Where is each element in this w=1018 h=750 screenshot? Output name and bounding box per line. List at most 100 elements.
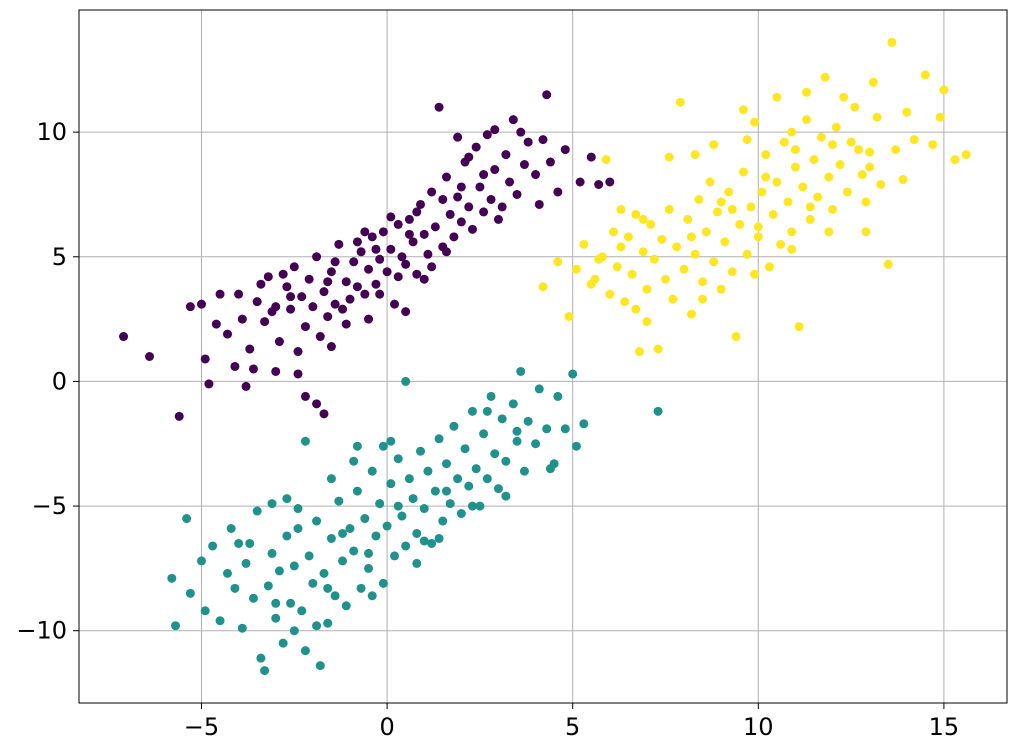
scatter-point (308, 578, 318, 588)
scatter-point (367, 466, 377, 476)
scatter-point (738, 105, 748, 115)
scatter-point (735, 219, 745, 229)
scatter-point (182, 514, 192, 524)
scatter-point (746, 202, 756, 212)
scatter-point (902, 107, 912, 117)
scatter-point (824, 172, 834, 182)
scatter-point (679, 264, 689, 274)
scatter-point (776, 239, 786, 249)
scatter-point (512, 189, 522, 199)
scatter-point (323, 312, 333, 322)
scatter-point (534, 199, 544, 209)
scatter-point (635, 347, 645, 357)
scatter-point (360, 227, 370, 237)
scatter-point (542, 424, 552, 434)
scatter-point (512, 436, 522, 446)
scatter-point (787, 244, 797, 254)
scatter-point (300, 322, 310, 332)
scatter-point (438, 516, 448, 526)
scatter-point (831, 122, 841, 132)
scatter-point (701, 227, 711, 237)
scatter-point (772, 177, 782, 187)
scatter-point (245, 538, 255, 548)
scatter-points (119, 37, 971, 676)
scatter-point (412, 558, 422, 568)
scatter-point (493, 214, 503, 224)
scatter-point (445, 499, 455, 509)
scatter-point (416, 199, 426, 209)
scatter-point (531, 439, 541, 449)
scatter-point (512, 426, 522, 436)
scatter-point (627, 269, 637, 279)
scatter-point (364, 314, 374, 324)
scatter-point (334, 496, 344, 506)
scatter-point (404, 214, 414, 224)
scatter-point (438, 194, 448, 204)
scatter-point (386, 212, 396, 222)
scatter-point (338, 528, 348, 538)
scatter-point (950, 155, 960, 165)
scatter-point (660, 274, 670, 284)
scatter-point (813, 192, 823, 202)
scatter-point (404, 229, 414, 239)
scatter-point (742, 135, 752, 145)
scatter-point (174, 411, 184, 421)
scatter-point (538, 135, 548, 145)
scatter-point (274, 337, 284, 347)
scatter-point (935, 112, 945, 122)
scatter-point (601, 155, 611, 165)
scatter-point (349, 546, 359, 556)
scatter-point (286, 292, 296, 302)
scatter-point (401, 307, 411, 317)
scatter-point (349, 456, 359, 466)
scatter-point (171, 621, 181, 631)
scatter-point (482, 474, 492, 484)
scatter-point (464, 481, 474, 491)
scatter-point (427, 187, 437, 197)
scatter-point (761, 172, 771, 182)
scatter-point (482, 406, 492, 416)
scatter-point (245, 344, 255, 354)
scatter-point (215, 289, 225, 299)
scatter-point (293, 369, 303, 379)
scatter-point (304, 551, 314, 561)
scatter-point (274, 566, 284, 576)
x-tick-label: 10 (743, 713, 774, 741)
scatter-point (516, 127, 526, 137)
scatter-point (375, 499, 385, 509)
scatter-point (226, 524, 236, 534)
scatter-point (605, 289, 615, 299)
scatter-point (571, 264, 581, 274)
scatter-point (579, 419, 589, 429)
scatter-point (891, 145, 901, 155)
scatter-point (200, 606, 210, 616)
scatter-point (594, 179, 604, 189)
scatter-point (401, 376, 411, 386)
scatter-point (586, 152, 596, 162)
scatter-point (286, 598, 296, 608)
scatter-point (490, 165, 500, 175)
x-tick-label: 5 (565, 713, 580, 741)
scatter-point (779, 137, 789, 147)
scatter-point (865, 162, 875, 172)
axis-ticks: −5 0 5 10 15 −10 −5 0 5 10 (16, 118, 959, 741)
scatter-point (386, 479, 396, 489)
scatter-point (453, 474, 463, 484)
scatter-point (772, 92, 782, 102)
scatter-point (720, 237, 730, 247)
scatter-point (545, 157, 555, 167)
scatter-point (683, 214, 693, 224)
scatter-point (672, 242, 682, 252)
scatter-point (638, 247, 648, 257)
scatter-point (119, 332, 129, 342)
scatter-point (393, 272, 403, 282)
scatter-point (523, 416, 533, 426)
scatter-point (319, 568, 329, 578)
scatter-point (326, 533, 336, 543)
scatter-point (742, 249, 752, 259)
scatter-point (323, 583, 333, 593)
scatter-point (397, 252, 407, 262)
scatter-point (794, 322, 804, 332)
scatter-point (286, 304, 296, 314)
